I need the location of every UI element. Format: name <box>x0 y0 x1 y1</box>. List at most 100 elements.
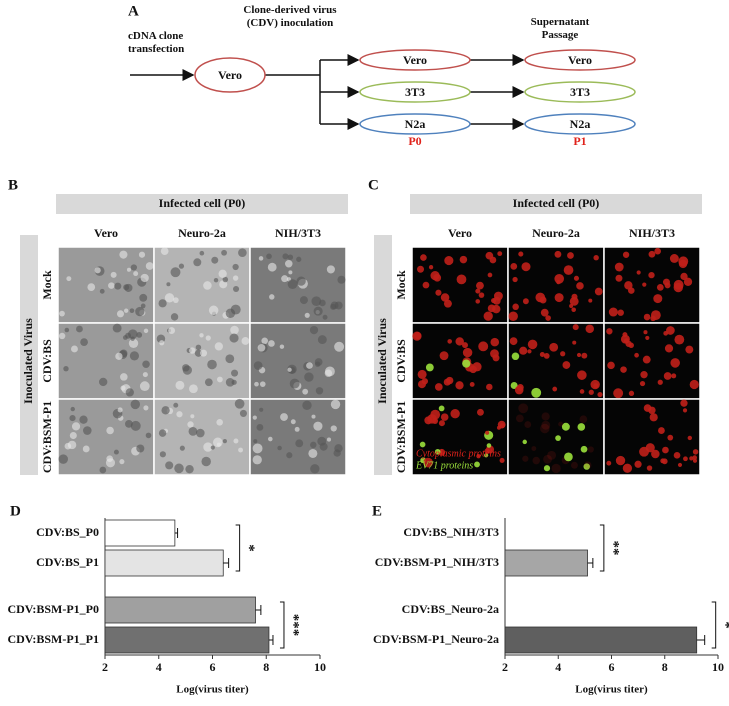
cell <box>182 365 192 375</box>
cell <box>459 255 468 264</box>
cell <box>549 342 559 352</box>
cell <box>606 460 612 466</box>
cell <box>217 376 223 383</box>
x-tick-label: 8 <box>263 660 269 674</box>
cell <box>268 340 275 347</box>
panel-letter: A <box>128 3 139 19</box>
cell <box>540 423 550 434</box>
micrograph <box>411 246 509 324</box>
cell <box>205 335 211 341</box>
header: Infected cell (P0) <box>513 196 600 210</box>
x-axis-label: Log(virus titer) <box>176 684 249 696</box>
micrograph <box>249 398 347 476</box>
cell <box>585 324 594 334</box>
cell <box>563 265 574 275</box>
cell-name: Vero <box>403 53 427 67</box>
cell <box>430 409 441 420</box>
bar <box>104 626 270 654</box>
cell <box>80 338 88 347</box>
micrograph-bg <box>603 322 701 400</box>
cell <box>439 351 449 361</box>
column-label: Vero <box>94 226 118 240</box>
cell <box>434 448 441 455</box>
cell <box>252 455 262 465</box>
cell <box>330 425 337 432</box>
bar <box>104 549 224 577</box>
x-tick-label: 10 <box>712 660 724 674</box>
cell <box>280 413 288 421</box>
cell <box>654 247 661 255</box>
cell <box>573 275 580 281</box>
cell <box>204 378 213 387</box>
cell <box>238 248 247 258</box>
cell <box>140 273 149 283</box>
cell <box>63 366 69 372</box>
cell <box>521 262 531 272</box>
cell <box>419 441 426 448</box>
significance-bracket <box>711 601 717 649</box>
cell <box>556 280 561 285</box>
cell <box>487 272 493 278</box>
cell <box>682 408 688 413</box>
cell <box>628 390 635 397</box>
cell <box>128 338 139 349</box>
cell <box>218 269 227 278</box>
cell <box>475 288 481 294</box>
cell <box>541 420 551 430</box>
cell <box>330 399 341 410</box>
cell <box>673 451 681 459</box>
cell <box>196 428 205 438</box>
cell <box>189 384 198 394</box>
cell-ellipse <box>359 49 471 71</box>
cell <box>230 325 239 335</box>
significance-label: ** <box>605 541 621 556</box>
significance-bracket <box>235 524 241 572</box>
cell <box>510 262 518 270</box>
cell <box>117 407 123 413</box>
cell <box>474 461 480 468</box>
cell <box>524 421 532 428</box>
cell <box>113 449 119 455</box>
cell <box>313 421 323 431</box>
cell <box>532 456 541 465</box>
cell <box>333 449 341 457</box>
side-band <box>374 235 392 475</box>
cell <box>330 303 337 310</box>
cell <box>129 308 135 314</box>
cell <box>570 461 578 469</box>
side-band <box>20 235 38 475</box>
cell <box>286 452 293 459</box>
cell <box>195 344 202 351</box>
cell <box>189 347 196 354</box>
cell <box>539 351 545 358</box>
cell <box>581 352 588 359</box>
cell <box>608 307 618 317</box>
cell <box>178 263 185 269</box>
cell <box>450 409 460 419</box>
cell <box>290 419 296 425</box>
cell <box>133 271 139 277</box>
cell <box>176 411 183 418</box>
micrograph <box>507 322 605 400</box>
cell <box>212 437 223 448</box>
cell <box>130 264 137 271</box>
cell <box>125 388 134 397</box>
cell <box>225 378 235 387</box>
cell <box>692 449 699 455</box>
panel-letter: D <box>10 503 21 519</box>
cell <box>522 298 529 305</box>
panel-letter: E <box>372 503 382 519</box>
cell <box>138 251 146 258</box>
cell <box>326 437 332 442</box>
cell <box>440 293 450 302</box>
cell <box>135 306 145 317</box>
cell <box>496 425 501 430</box>
cell <box>304 312 310 318</box>
cell <box>216 418 223 426</box>
cell <box>207 359 217 370</box>
cell <box>64 442 72 450</box>
cell-name: Vero <box>568 53 592 67</box>
cell <box>590 379 600 390</box>
cell <box>158 429 167 437</box>
